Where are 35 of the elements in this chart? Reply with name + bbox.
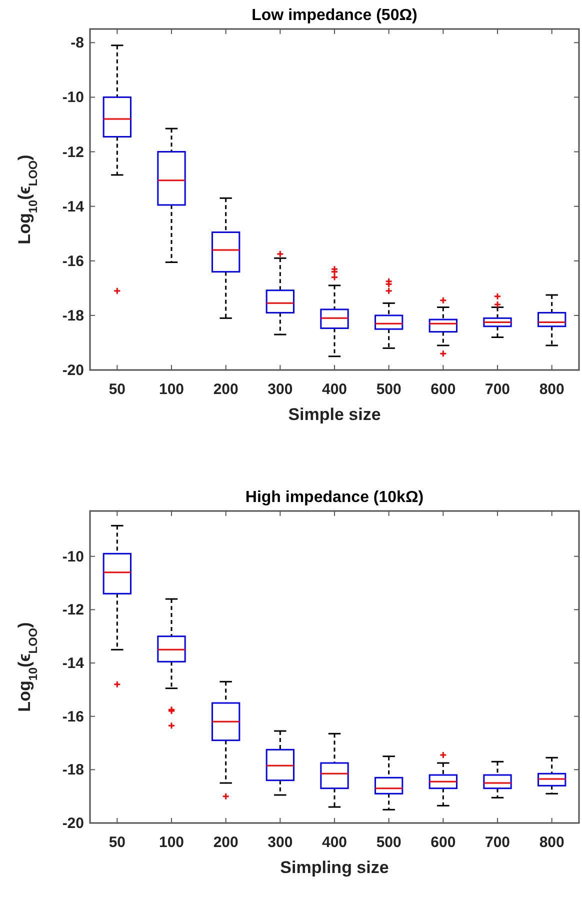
y-tick-label: -20 (62, 815, 84, 832)
y-tick-label: -8 (70, 34, 84, 52)
x-tick-label: 100 (158, 381, 184, 398)
chart-title: High impedance (10kΩ) (245, 489, 424, 506)
x-tick-label: 200 (213, 834, 238, 851)
x-tick-label: 300 (268, 834, 293, 851)
y-tick-label: -14 (62, 198, 85, 216)
x-tick-label: 600 (430, 381, 456, 398)
x-tick-label: 700 (484, 381, 510, 398)
x-tick-label: 800 (539, 381, 564, 398)
y-tick-label: -12 (62, 602, 84, 619)
y-tick-label: -18 (62, 762, 84, 779)
y-tick-label: -10 (62, 89, 84, 106)
x-tick-label: 500 (376, 381, 402, 398)
x-tick-label: 50 (108, 381, 126, 398)
x-tick-label: 300 (268, 381, 293, 398)
y-tick-label: -16 (62, 252, 84, 270)
y-tick-label: -20 (62, 362, 84, 379)
x-tick-label: 400 (322, 834, 348, 851)
x-tick-label: 50 (108, 834, 126, 851)
y-tick-label: -14 (62, 655, 85, 672)
x-tick-label: 700 (484, 834, 510, 851)
chart-title: Low impedance (50Ω) (252, 7, 418, 24)
y-tick-label: -12 (62, 144, 84, 161)
x-tick-label: 600 (430, 834, 456, 851)
x-tick-label: 400 (322, 381, 348, 398)
x-tick-label: 500 (376, 834, 402, 851)
x-axis-title: Simpling size (280, 858, 389, 877)
y-tick-label: -10 (62, 548, 84, 566)
x-tick-label: 200 (213, 381, 238, 398)
x-tick-label: 800 (539, 834, 564, 851)
y-tick-label: -16 (62, 708, 84, 726)
y-tick-label: -18 (62, 307, 84, 324)
x-tick-label: 100 (158, 834, 184, 851)
x-axis-title: Simple size (288, 405, 381, 424)
